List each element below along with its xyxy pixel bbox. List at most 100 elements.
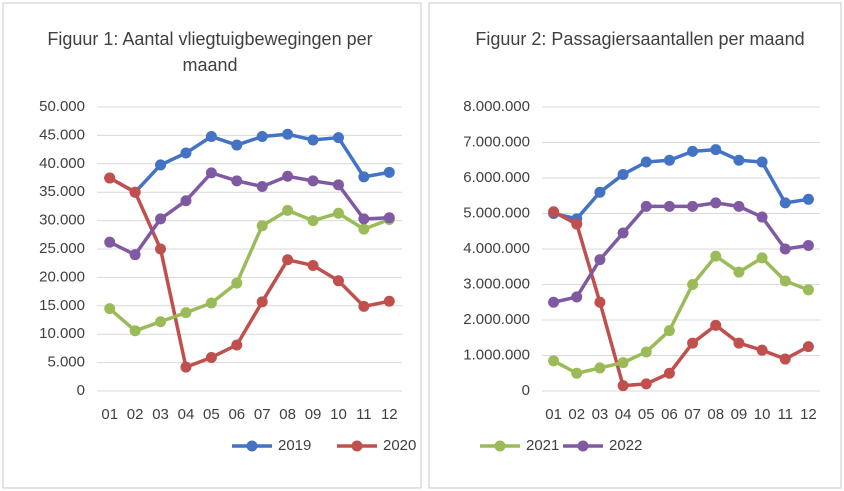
data-point — [358, 300, 370, 312]
data-point — [779, 275, 791, 287]
x-tick-label: 01 — [545, 406, 562, 423]
x-tick-label: 05 — [638, 406, 655, 423]
data-point — [180, 307, 192, 319]
data-point — [779, 243, 791, 255]
x-tick-label: 11 — [356, 406, 372, 423]
data-point — [687, 145, 699, 157]
data-point — [129, 186, 141, 198]
x-tick-label: 01 — [101, 406, 118, 423]
data-point — [733, 200, 745, 212]
y-tick-label: 20.000 — [39, 268, 85, 285]
data-point — [756, 252, 768, 264]
data-point — [617, 168, 629, 180]
data-point — [332, 132, 344, 144]
data-point — [180, 361, 192, 373]
y-tick-label: 35.000 — [39, 183, 85, 200]
panel-frame — [2, 2, 422, 489]
data-point — [640, 346, 652, 358]
data-point — [180, 147, 192, 159]
data-point — [640, 156, 652, 168]
data-point — [282, 204, 294, 216]
data-point — [383, 295, 395, 307]
data-point — [710, 144, 722, 156]
y-tick-label: 40.000 — [39, 155, 85, 172]
x-tick-label: 02 — [127, 406, 144, 423]
y-tick-label: 4.000.000 — [463, 240, 530, 257]
data-point — [231, 175, 243, 187]
data-point — [256, 296, 268, 308]
y-tick-label: 0 — [77, 382, 85, 399]
data-point — [307, 175, 319, 187]
data-point — [571, 291, 583, 303]
y-tick-label: 50.000 — [39, 98, 85, 115]
x-tick-label: 10 — [330, 406, 347, 423]
data-point — [548, 296, 560, 308]
data-point — [687, 337, 699, 349]
data-point — [358, 223, 370, 235]
data-point — [687, 279, 699, 290]
data-point — [104, 236, 116, 248]
data-point — [733, 337, 745, 349]
y-tick-label: 45.000 — [39, 126, 85, 143]
y-tick-label: 30.000 — [39, 212, 85, 229]
data-point — [180, 195, 192, 207]
x-tick-label: 11 — [777, 406, 793, 423]
legend-marker — [577, 440, 589, 452]
data-point — [663, 367, 675, 379]
data-point — [756, 156, 768, 168]
x-tick-label: 04 — [615, 406, 632, 423]
data-point — [571, 218, 583, 230]
y-tick-label: 8.000.000 — [463, 98, 530, 115]
y-tick-label: 1.000.000 — [463, 346, 530, 363]
data-point — [802, 341, 814, 353]
data-point — [282, 170, 294, 182]
data-point — [687, 200, 699, 212]
x-tick-label: 05 — [203, 406, 220, 423]
data-point — [256, 131, 268, 143]
x-tick-label: 04 — [178, 406, 195, 423]
series-line — [552, 210, 810, 388]
data-point — [663, 325, 675, 337]
data-point — [129, 325, 141, 337]
data-point — [383, 212, 395, 224]
y-tick-label: 15.000 — [39, 297, 85, 314]
x-tick-label: 09 — [305, 406, 322, 423]
panel-frame — [428, 2, 842, 489]
data-point — [802, 239, 814, 251]
y-tick-label: 7.000.000 — [463, 133, 530, 150]
data-point — [205, 131, 217, 143]
legend-marker — [494, 440, 506, 452]
data-point — [205, 297, 217, 309]
data-point — [155, 243, 167, 255]
legend-label: 2019 — [278, 437, 311, 454]
x-tick-label: 06 — [228, 406, 245, 423]
data-point — [756, 211, 768, 223]
data-point — [640, 200, 652, 212]
x-tick-label: 03 — [152, 406, 169, 423]
data-point — [571, 367, 583, 379]
series-line — [108, 132, 390, 194]
data-point — [779, 197, 791, 209]
data-point — [548, 355, 560, 367]
legend-label: 2022 — [609, 437, 642, 454]
x-tick-label: 10 — [754, 406, 771, 423]
series-line — [553, 147, 809, 221]
data-point — [332, 179, 344, 191]
x-tick-label: 12 — [800, 406, 817, 423]
chart-title: Figuur 1: Aantal vliegtuigbewegingen per… — [47, 29, 373, 75]
data-point — [155, 159, 167, 171]
data-point — [129, 249, 141, 261]
data-point — [640, 378, 652, 390]
data-point — [594, 186, 606, 198]
data-point — [802, 193, 814, 205]
data-point — [358, 213, 370, 225]
data-point — [710, 319, 722, 331]
data-point — [594, 254, 606, 266]
y-tick-label: 5.000.000 — [463, 204, 530, 221]
data-point — [756, 344, 768, 356]
x-tick-label: 07 — [254, 406, 271, 423]
x-tick-label: 12 — [381, 406, 398, 423]
data-point — [332, 207, 344, 219]
data-point — [155, 316, 167, 328]
data-point — [710, 250, 722, 262]
